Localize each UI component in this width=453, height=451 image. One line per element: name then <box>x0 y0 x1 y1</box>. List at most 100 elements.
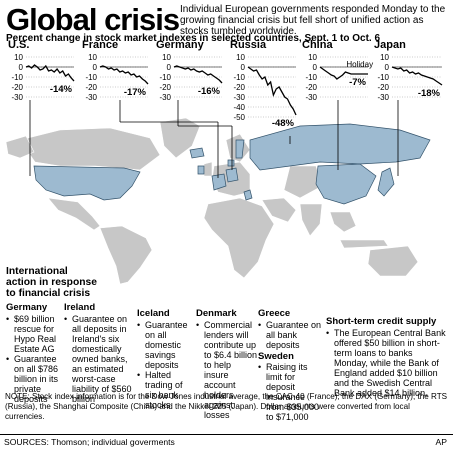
chart-title: China <box>302 39 333 51</box>
list-item: Guarantee on all domestic savings deposi… <box>137 320 195 370</box>
column-greece-sweden: Greece Guarantee on all bank deposits Sw… <box>258 308 322 422</box>
chart-title: U.S. <box>8 39 29 51</box>
map-china <box>315 163 377 205</box>
series-line <box>173 65 223 84</box>
map-canada <box>19 127 161 171</box>
y-tick-label: -10 <box>159 73 171 82</box>
map-sweden <box>235 139 245 159</box>
map-greenland <box>159 117 201 159</box>
y-tick-label: -10 <box>233 73 245 82</box>
column-head: Sweden <box>258 350 294 362</box>
list-item: Guarantee on all bank deposits <box>258 320 322 350</box>
y-tick-label: 10 <box>380 53 389 62</box>
series-line <box>319 66 368 80</box>
list-item: Guarantee on all $786 billion in its pri… <box>6 354 62 404</box>
chart-title: Japan <box>374 39 406 51</box>
chart-title: France <box>82 39 118 51</box>
map-central-asia <box>283 165 323 199</box>
chart-title: Russia <box>230 39 267 51</box>
column-head: Germany <box>6 302 48 313</box>
list-item: Guarantee on all deposits in Ireland's s… <box>64 314 136 404</box>
column-credit-supply: Short-term credit supply The European Ce… <box>326 316 448 398</box>
series-line <box>99 65 149 85</box>
column-head: Greece <box>258 308 291 319</box>
list-item: $69 billion rescue for Hypo Real Estate … <box>6 314 62 354</box>
y-tick-label: 10 <box>88 53 97 62</box>
series-line <box>25 64 75 82</box>
chart-title: Germany <box>156 39 205 51</box>
chart-heading: Percent change in stock market indexes i… <box>6 33 381 44</box>
y-tick-label: -30 <box>159 93 171 102</box>
series-line <box>247 66 297 116</box>
list-item: Halted trading of six bank stocks <box>137 370 195 410</box>
map-australia <box>367 245 419 277</box>
map-germany <box>225 167 239 183</box>
subtitle: Individual European governments responde… <box>180 4 446 37</box>
column-head: Iceland <box>137 308 170 319</box>
y-tick-label: -10 <box>11 73 23 82</box>
map-south-america <box>99 225 153 285</box>
map-middle-east <box>261 197 297 223</box>
y-tick-label: 0 <box>313 63 318 72</box>
value-label: -14% <box>50 84 73 95</box>
y-tick-label: 10 <box>236 53 245 62</box>
y-tick-label: -20 <box>377 83 389 92</box>
map-indonesia <box>339 239 389 249</box>
list-item: Raising its limit for deposit insurance … <box>258 362 322 422</box>
series-line <box>391 66 443 86</box>
map-africa <box>203 197 275 279</box>
y-tick-label: 0 <box>19 63 24 72</box>
y-tick-label: 10 <box>308 53 317 62</box>
value-label: -48% <box>272 118 295 129</box>
y-tick-label: -30 <box>305 93 317 102</box>
y-tick-label: 0 <box>385 63 390 72</box>
y-tick-label: -30 <box>11 93 23 102</box>
y-tick-label: -10 <box>305 73 317 82</box>
map-mexico <box>47 197 101 231</box>
y-tick-label: -20 <box>85 83 97 92</box>
map-alaska <box>5 135 35 159</box>
y-tick-label: -20 <box>11 83 23 92</box>
list-item: Commercial lenders will contribute up to… <box>196 320 258 420</box>
y-tick-label: -40 <box>233 103 245 112</box>
map-se-asia <box>329 211 357 233</box>
column-germany: Germany $69 billion rescue for Hypo Real… <box>6 302 62 404</box>
y-tick-label: -10 <box>377 73 389 82</box>
map-usa <box>33 165 141 201</box>
map-ireland <box>197 165 205 175</box>
page-title: Global crisis <box>6 2 180 37</box>
value-label: -7% <box>349 77 366 88</box>
annotation-label: Holiday <box>346 60 373 69</box>
column-ireland: Ireland Guarantee on all deposits in Ire… <box>64 302 136 404</box>
column-head: Denmark <box>196 308 237 319</box>
y-tick-label: -50 <box>233 113 245 122</box>
y-tick-label: -10 <box>85 73 97 82</box>
map-india <box>299 203 323 237</box>
y-tick-label: -30 <box>233 93 245 102</box>
column-denmark: Denmark Commercial lenders will contribu… <box>196 308 258 420</box>
footnote: NOTE: Stock index information is for the… <box>5 392 448 421</box>
value-label: -17% <box>124 87 147 98</box>
world-map <box>5 100 431 285</box>
y-tick-label: -30 <box>377 93 389 102</box>
y-tick-label: 0 <box>167 63 172 72</box>
intl-heading: International action in response to fina… <box>6 266 97 299</box>
y-tick-label: -20 <box>159 83 171 92</box>
sources: SOURCES: Thomson; individual goverments <box>4 437 175 447</box>
map-france <box>211 173 227 191</box>
y-tick-label: -20 <box>233 83 245 92</box>
map-uk <box>203 161 213 177</box>
y-tick-label: -20 <box>305 83 317 92</box>
map-russia <box>249 123 431 171</box>
y-tick-label: 10 <box>14 53 23 62</box>
y-tick-label: -30 <box>85 93 97 102</box>
map-greece <box>243 189 253 201</box>
credit: AP <box>435 437 447 447</box>
list-item: The European Central Bank offered $50 bi… <box>326 328 448 398</box>
column-head: Short-term credit supply <box>326 316 437 327</box>
column-iceland: Iceland Guarantee on all domestic saving… <box>137 308 195 410</box>
y-tick-label: 0 <box>241 63 246 72</box>
footer-divider <box>0 434 453 435</box>
value-label: -18% <box>418 88 441 99</box>
